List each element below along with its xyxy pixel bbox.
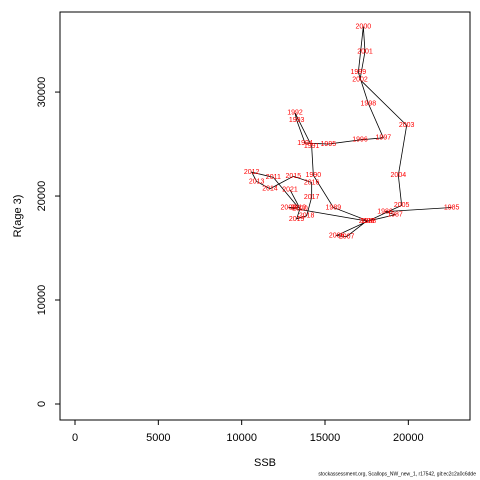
point-label: 1997 (376, 135, 392, 142)
point-label: 2009 (281, 204, 297, 211)
y-tick-label: 10000 (36, 285, 48, 316)
x-tick-label: 15000 (310, 432, 341, 444)
x-tick-label: 20000 (393, 432, 424, 444)
trajectory-line (250, 26, 452, 238)
point-label: 2002 (352, 76, 368, 83)
point-label: 2006 (329, 232, 345, 239)
point-label: 2007 (339, 233, 355, 240)
point-label: 2019 (289, 216, 305, 223)
point-label: 1998 (361, 100, 377, 107)
x-axis-label: SSB (254, 457, 276, 469)
point-label: 2000 (356, 23, 372, 30)
point-label: 2004 (391, 172, 407, 179)
point-label: 2017 (304, 194, 320, 201)
x-tick-label: 10000 (226, 432, 257, 444)
point-label: 1988 (361, 218, 377, 225)
point-label: 2014 (262, 186, 278, 193)
y-tick-label: 20000 (36, 181, 48, 212)
point-label: 2001 (357, 48, 373, 55)
point-label: 2005 (394, 202, 410, 209)
point-label: 1987 (387, 212, 403, 219)
point-label: 2015 (286, 173, 302, 180)
point-label: 2008 (359, 218, 375, 225)
x-tick-label: 0 (72, 432, 78, 444)
point-label: 2013 (249, 178, 265, 185)
point-label: 2016 (304, 179, 320, 186)
point-label: 1986 (377, 208, 393, 215)
point-label: 2021 (282, 187, 298, 194)
point-label: 2012 (244, 169, 260, 176)
y-tick-label: 30000 (36, 77, 48, 108)
point-label: 1990 (306, 172, 322, 179)
point-label: 1994 (297, 140, 313, 147)
point-label: 1999 (351, 69, 367, 76)
y-axis-label: R(age 3) (12, 195, 24, 238)
point-label: 2020 (292, 205, 308, 212)
point-label: 1996 (352, 137, 368, 144)
point-label: 2010 (291, 204, 307, 211)
y-tick-label: 0 (36, 401, 48, 407)
plot-frame (59, 11, 471, 421)
point-label: 1985 (444, 204, 460, 211)
point-label: 2003 (399, 122, 415, 129)
caption: stockassessment.org, Scallops_NW_new_1, … (318, 471, 476, 477)
point-label: 2011 (266, 174, 281, 181)
point-label: 2018 (299, 213, 315, 220)
point-label: 1995 (321, 141, 337, 148)
point-label: 1993 (289, 117, 305, 124)
x-tick-label: 5000 (146, 432, 170, 444)
point-label: 1992 (287, 110, 303, 117)
point-label: 1991 (304, 143, 320, 150)
point-label: 1989 (326, 204, 342, 211)
